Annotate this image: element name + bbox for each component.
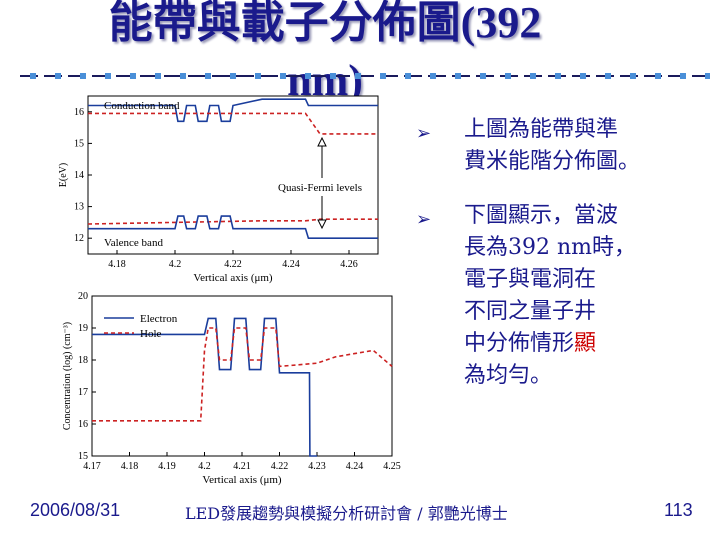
emphasis-text: 顯 [574,331,597,356]
y-axis-label: E(eV) [58,163,69,187]
divider-square [380,73,386,79]
arrow-bullet-icon: ➢ [416,123,432,144]
divider-square [705,73,710,79]
x-tick-label: 4.24 [346,461,364,472]
y-tick-label: 15 [74,138,84,149]
divider-square [580,73,586,79]
series-line [92,327,393,422]
x-tick-label: 4.24 [282,259,300,270]
divider-square [405,73,411,79]
x-axis-label: Vertical axis (μm) [202,474,282,486]
divider-square [505,73,511,79]
bullet-1: ➢ 上圖為能帶與準 費米能階分佈圖。 [416,114,710,178]
divider-square [330,73,336,79]
x-tick-label: 4.22 [224,259,242,270]
series-line [88,112,378,135]
series-line [92,317,317,457]
divider-square [230,73,236,79]
footer-date: 2006/08/31 [30,500,121,520]
title-divider [20,73,710,79]
bullet-1-line-2: 費米能階分佈圖。 [464,149,641,174]
divider-square [530,73,536,79]
divider-square [155,73,161,79]
divider-square [655,73,661,79]
divider-square [205,73,211,79]
plot-frame [91,295,393,457]
x-tick-label: 4.21 [233,461,251,472]
slide-title: 能帶與載子分佈圖(392 nm) [90,0,560,110]
x-axis-label: Vertical axis (μm) [193,272,273,284]
divider-square [430,73,436,79]
divider-square [455,73,461,79]
series-line [87,218,378,225]
legend-label: Hole [140,328,162,340]
x-tick-label: 4.18 [121,461,139,472]
x-tick-label: 4.26 [340,259,358,270]
y-axis-label: Concentration (log) (cm⁻³) [62,322,73,430]
band-diagram-chart: 4.18 4.2 4.22 4.24 4.26 12 13 14 15 16 Vertical ax… [58,95,379,284]
y-tick-label: 14 [74,170,84,181]
plot-frame [87,95,379,255]
divider-square [555,73,561,79]
arrow-head [317,136,327,147]
divider-square [255,73,261,79]
bullet-2-line-5: 中分佈情形顯 [440,328,710,360]
y-tick-label: 15 [78,451,88,462]
x-tick-label: 4.2 [198,461,211,472]
page-number: 113 [664,500,693,520]
y-tick-label: 19 [78,323,88,334]
divider-square [55,73,61,79]
arrow-bullet-icon: ➢ [416,209,432,230]
divider-square [30,73,36,79]
x-tick-label: 4.22 [271,461,289,472]
divider-square [80,73,86,79]
annotation-text: Valence band [104,237,163,249]
x-tick-label: 4.18 [108,259,126,270]
divider-square [605,73,611,79]
divider-square [480,73,486,79]
bullet-2-line-5-text: 中分佈情形 [464,331,575,356]
y-tick-label: 17 [78,387,88,398]
y-tick-label: 16 [74,107,84,118]
divider-square [280,73,286,79]
x-tick-label: 4.19 [158,461,176,472]
divider-square [180,73,186,79]
series-line [88,215,378,239]
slide-title-line-1: 能帶與載子分佈圖(392 [108,0,542,47]
y-tick-label: 13 [74,202,84,213]
bullet-2-line-6: 為均勻。 [464,363,553,388]
bullet-2-line-1: 下圖顯示，當波 [464,203,619,228]
y-tick-label: 16 [78,419,88,430]
bullet-2: ➢ 下圖顯示，當波 長為392 nm時， 電子與電洞在 不同之量子井 中分佈情形… [416,200,710,392]
divider-square [680,73,686,79]
bullet-1-line-1: 上圖為能帶與準 [464,117,619,142]
y-tick-label: 20 [78,291,88,302]
carrier-concentration-chart: 4.17 4.18 4.19 4.2 4.21 4.22 4.23 4.24 4.25 15 16 1… [62,291,401,486]
divider-square [130,73,136,79]
divider-square [355,73,361,79]
legend-label: Electron [140,313,178,325]
x-tick-label: 4.2 [169,259,182,270]
divider-square [630,73,636,79]
y-tick-label: 12 [74,233,84,244]
x-tick-label: 4.17 [83,461,101,472]
bullet-2-line-4: 不同之量子井 [464,299,597,324]
annotation-text: Conduction band [104,100,180,112]
bullet-2-line-2: 長為392 nm時， [464,235,637,260]
footer-event: LED發展趨勢與模擬分析研討會 / 郭艷光博士 [185,504,508,523]
y-tick-label: 18 [78,355,88,366]
divider-square [105,73,111,79]
annotation-text: Quasi-Fermi levels [278,182,362,194]
arrow-head [317,219,327,230]
x-tick-label: 4.23 [308,461,326,472]
bullet-2-line-3: 電子與電洞在 [464,267,597,292]
x-tick-label: 4.25 [383,461,401,472]
divider-square [305,73,311,79]
